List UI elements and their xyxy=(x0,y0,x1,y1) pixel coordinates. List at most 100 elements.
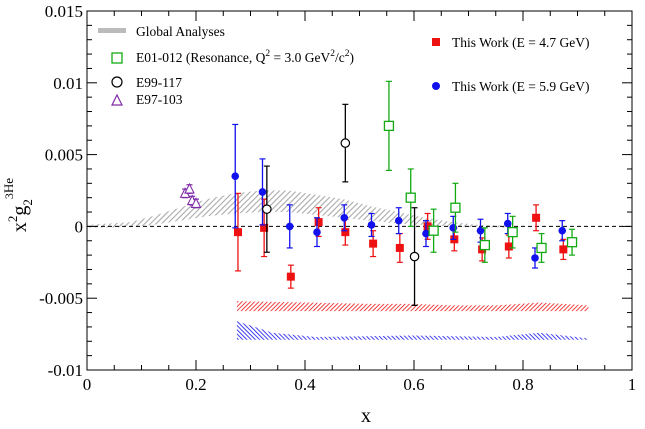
data-point-open-square xyxy=(428,208,439,253)
data-point-filled-circle xyxy=(313,217,321,248)
y-axis-title: x2g23He xyxy=(1,178,35,232)
data-point-filled-circle xyxy=(558,220,567,242)
data-point-filled-square xyxy=(395,232,404,263)
marker-square xyxy=(341,228,350,237)
x-tick-label: 1 xyxy=(628,375,637,394)
data-point-open-square xyxy=(450,182,461,233)
data-point-filled-circle xyxy=(476,218,485,243)
marker-open-square xyxy=(479,239,491,251)
legend-blue-label: This Work (E = 5.9 GeV) xyxy=(452,79,590,94)
y-axis-title-sup2: 2 xyxy=(5,216,20,223)
data-point-open-circle xyxy=(409,207,420,306)
legend-e01-label: E01-012 (Resonance, Q2 = 3.0 GeV2/c2) xyxy=(136,49,354,65)
marker-open-square xyxy=(450,202,461,213)
y-tick-label: -0.01 xyxy=(48,361,83,380)
legend-global-swatch xyxy=(98,28,126,33)
marker-open-square xyxy=(566,237,578,248)
data-point-filled-square xyxy=(559,238,568,261)
marker-square xyxy=(559,245,568,254)
data-point-filled-circle xyxy=(258,158,267,226)
marker-open-square xyxy=(428,225,439,236)
marker-open-circle xyxy=(409,251,420,262)
x-axis-title: x xyxy=(361,405,371,427)
marker-circle xyxy=(258,188,267,196)
legend-e97-marker xyxy=(111,93,123,106)
marker-square xyxy=(532,213,541,222)
marker-circle xyxy=(558,226,567,235)
data-point-filled-square xyxy=(369,230,378,258)
data-point-filled-square xyxy=(233,192,242,272)
data-point-filled-circle xyxy=(285,204,294,249)
data-point-open-square xyxy=(479,227,491,263)
x-tick-label: 0.2 xyxy=(185,375,206,394)
legend-red-label: This Work (E = 4.7 GeV) xyxy=(452,35,590,50)
data-point-open-circle xyxy=(262,165,272,253)
x-tick-label: 0 xyxy=(83,375,92,394)
systematic-band-4-7-gev xyxy=(236,301,589,312)
marker-square xyxy=(504,242,513,251)
data-point-open-square xyxy=(507,215,518,249)
data-point-open-circle xyxy=(340,103,351,183)
y-axis-title-g: g xyxy=(9,206,31,216)
y-axis-title-sub2: 2 xyxy=(20,199,35,206)
marker-circle xyxy=(476,226,485,235)
legend-e99-marker xyxy=(111,76,123,88)
marker-square xyxy=(369,239,378,248)
data-points-layer xyxy=(179,80,578,306)
data-point-filled-circle xyxy=(367,212,376,238)
y-tick-label: 0.01 xyxy=(53,74,83,93)
legend-right: This Work (E = 4.7 GeV) This Work (E = 5… xyxy=(432,35,590,94)
data-point-filled-square xyxy=(286,264,295,289)
marker-circle xyxy=(422,229,430,238)
data-point-open-square xyxy=(566,228,578,256)
marker-open-square xyxy=(507,226,518,238)
marker-circle xyxy=(367,221,376,229)
marker-square xyxy=(260,223,269,232)
marker-circle xyxy=(231,172,240,180)
data-point-filled-square xyxy=(532,204,541,232)
y-tick-labels: -0.01 -0.005 0 0.005 0.01 0.015 xyxy=(39,2,83,380)
marker-square xyxy=(314,218,323,227)
marker-circle xyxy=(313,228,321,236)
x-tick-labels: 0 0.2 0.4 0.6 0.8 1 xyxy=(83,375,637,394)
legend-red-marker xyxy=(432,38,440,46)
x-tick-label: 0.4 xyxy=(294,375,316,394)
data-point-filled-square xyxy=(341,218,350,246)
y-tick-label: 0.005 xyxy=(45,146,83,165)
marker-circle xyxy=(531,254,539,262)
data-point-filled-circle xyxy=(531,247,539,269)
x-tick-label: 0.6 xyxy=(403,375,424,394)
legend-e01-marker xyxy=(111,52,123,64)
global-analyses-band xyxy=(87,190,507,228)
marker-circle xyxy=(503,219,512,228)
marker-square xyxy=(395,243,404,252)
data-point-filled-circle xyxy=(231,123,240,229)
marker-open-triangle xyxy=(184,182,195,194)
marker-open-square xyxy=(383,120,395,132)
marker-open-square xyxy=(536,242,547,254)
marker-square xyxy=(286,272,295,281)
global-analyses-band-layer xyxy=(87,190,507,228)
y-axis-title-he: He xyxy=(1,178,16,193)
legend-e99-label: E99-117 xyxy=(136,75,182,90)
data-point-open-triangle xyxy=(190,197,202,209)
y-axis-title-x: x xyxy=(9,222,31,232)
data-point-filled-circle xyxy=(340,204,349,232)
data-point-open-square xyxy=(536,232,547,263)
y-axis-title-sup3: 3 xyxy=(2,193,16,199)
axis-ticks-layer xyxy=(86,10,633,371)
y-tick-label: 0.015 xyxy=(45,2,83,21)
x-tick-label: 0.8 xyxy=(512,375,533,394)
systematic-bands-layer xyxy=(236,301,589,340)
marker-square xyxy=(233,228,242,237)
data-point-filled-circle xyxy=(394,207,403,235)
marker-circle xyxy=(394,216,403,225)
data-point-open-square xyxy=(405,168,416,227)
marker-open-triangle xyxy=(190,197,202,208)
data-point-filled-square xyxy=(504,234,513,259)
marker-open-circle xyxy=(340,138,351,148)
data-point-open-triangle xyxy=(184,182,195,194)
legend-left: Global Analyses E01-012 (Resonance, Q2 =… xyxy=(98,24,354,107)
marker-square xyxy=(423,222,432,231)
